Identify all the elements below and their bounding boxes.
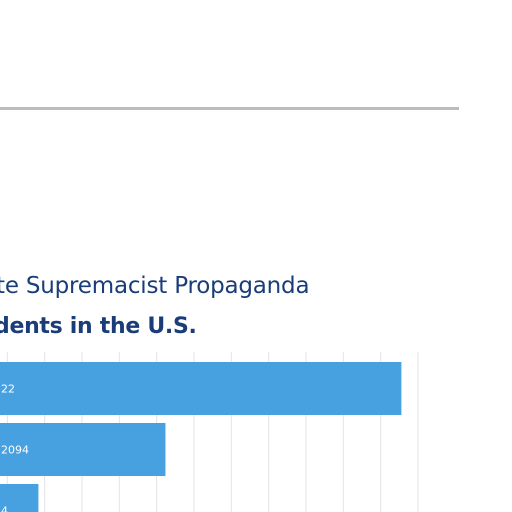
bar-segment-3-1 [0, 484, 39, 512]
top-divider [0, 107, 459, 110]
bar-segment-2-2 [0, 423, 166, 476]
bar-value-label: 2094 [1, 444, 29, 457]
bar-chart: 22 2094 4 [0, 352, 419, 512]
bar-segment-1-1 [0, 362, 402, 415]
chart-title: te Supremacist Propaganda [0, 273, 310, 299]
chart-subtitle: dents in the U.S. [0, 314, 197, 339]
bar-value-label: 4 [1, 505, 8, 512]
bar-value-label: 22 [1, 383, 15, 396]
